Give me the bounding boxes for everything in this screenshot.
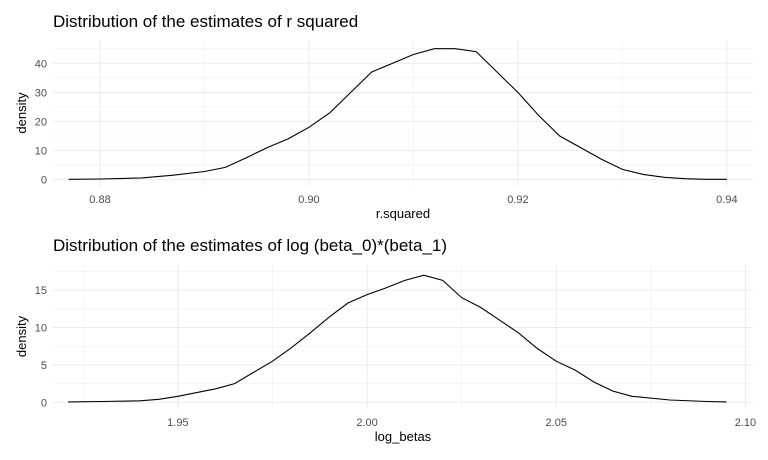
y-tick-label: 0 bbox=[41, 397, 47, 409]
r-squared-density-panel: 0.88 0.90 0.92 0.94 0 10 20 30 40 r.squared densit… bbox=[14, 40, 753, 221]
y-tick-label: 0 bbox=[41, 175, 47, 187]
x-tick-label: 0.90 bbox=[298, 194, 319, 206]
log-betas-density-panel: 1.95 2.00 2.05 2.10 0 5 10 15 log_betas density bbox=[14, 264, 756, 444]
x-axis-title: r.squared bbox=[376, 206, 430, 221]
y-axis-title: density bbox=[14, 92, 29, 134]
y-tick-label: 5 bbox=[41, 360, 47, 372]
y-tick-label: 10 bbox=[35, 146, 47, 158]
chart-title-log-betas: Distribution of the estimates of log (be… bbox=[53, 236, 448, 255]
y-tick-label: 10 bbox=[35, 323, 47, 335]
y-tick-label: 40 bbox=[35, 58, 47, 70]
x-axis-title: log_betas bbox=[375, 429, 432, 444]
x-tick-label: 2.10 bbox=[735, 417, 756, 429]
chart-title-r-squared: Distribution of the estimates of r squar… bbox=[53, 12, 359, 31]
x-tick-label: 0.94 bbox=[716, 194, 737, 206]
x-tick-label: 2.05 bbox=[546, 417, 567, 429]
y-tick-label: 30 bbox=[35, 87, 47, 99]
y-axis-title: density bbox=[14, 315, 29, 357]
x-tick-label: 1.95 bbox=[167, 417, 188, 429]
x-tick-label: 2.00 bbox=[356, 417, 377, 429]
y-tick-label: 20 bbox=[35, 116, 47, 128]
x-tick-label: 0.88 bbox=[89, 194, 110, 206]
x-tick-label: 0.92 bbox=[507, 194, 528, 206]
y-tick-label: 15 bbox=[35, 285, 47, 297]
density-curve bbox=[68, 274, 727, 403]
density-curve bbox=[68, 48, 727, 180]
